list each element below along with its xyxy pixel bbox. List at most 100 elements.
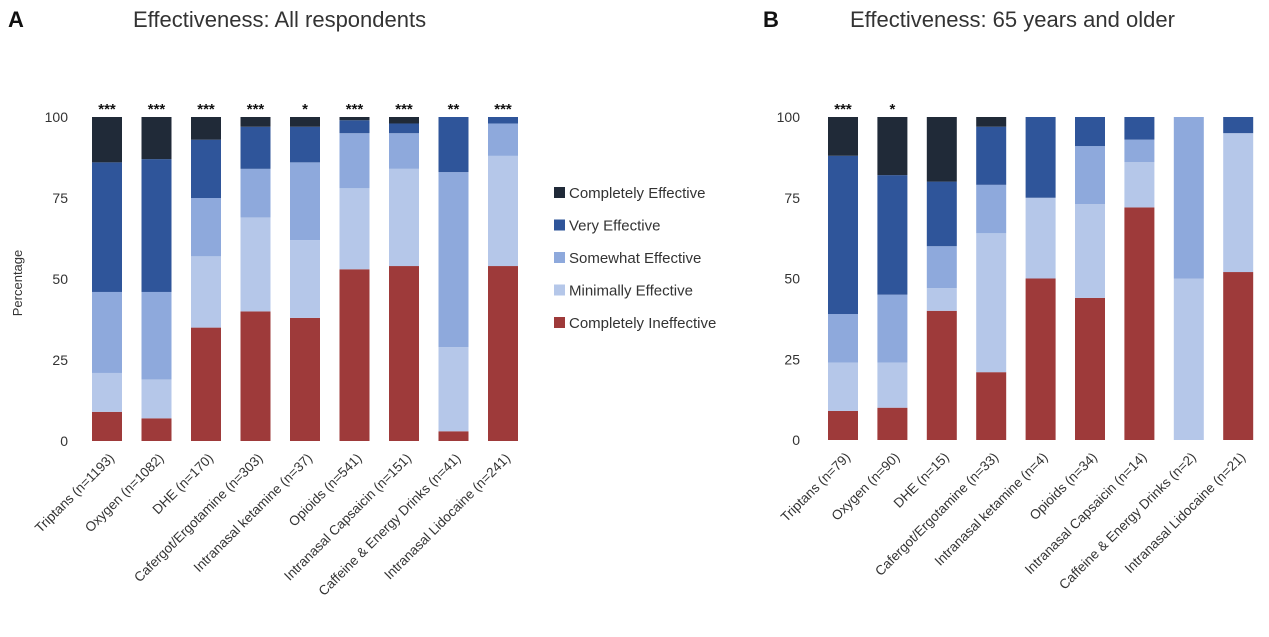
stacked-bar	[926, 117, 957, 440]
bar-segment	[191, 256, 221, 328]
bar-segment	[290, 317, 320, 441]
bar-segment	[339, 269, 370, 441]
bar-segment	[438, 117, 469, 173]
legend-label: Minimally Effective	[569, 283, 693, 300]
bar-segment	[488, 155, 518, 267]
bar-segment	[1173, 278, 1204, 440]
y-tick-label: 50	[784, 271, 800, 287]
bar-segment	[926, 310, 957, 440]
bar-segment	[438, 172, 469, 348]
legend-label: Very Effective	[569, 218, 660, 235]
legend-swatch	[554, 219, 565, 231]
legend-swatch	[554, 284, 565, 296]
significance-marker: ***	[197, 101, 215, 118]
bar-segment	[389, 266, 419, 441]
significance-marker: ***	[346, 101, 364, 118]
bar-segment	[339, 188, 370, 270]
bar-segment	[240, 217, 271, 312]
bar-segment	[191, 117, 221, 140]
chart-title: Effectiveness: All respondents	[133, 7, 426, 32]
bar-segment	[389, 123, 419, 134]
bar-segment	[438, 431, 469, 441]
bar-segment	[877, 407, 908, 440]
bar-segment	[828, 155, 858, 315]
bar-segment	[1173, 117, 1204, 279]
bar-segment	[389, 133, 419, 169]
bar-segment	[488, 123, 518, 156]
bar-segment	[1223, 133, 1254, 273]
bar-segment	[976, 233, 1007, 373]
bar-segment	[1075, 117, 1105, 147]
bar-segment	[877, 294, 908, 363]
bar-segment	[877, 117, 908, 176]
stacked-bar	[389, 117, 419, 441]
stacked-bar	[1223, 117, 1254, 440]
bar-segment	[191, 198, 221, 257]
bar-segment	[1124, 162, 1155, 208]
bar-segment	[191, 139, 221, 198]
bar-segment	[290, 162, 320, 241]
bar-segment	[339, 117, 370, 121]
significance-marker: ***	[494, 101, 512, 118]
bar-segment	[141, 418, 172, 441]
bar-segment	[92, 372, 122, 412]
significance-marker: **	[448, 101, 460, 118]
bar-segment	[240, 126, 271, 169]
bar-segment	[240, 311, 271, 441]
stacked-bar	[240, 117, 271, 441]
bar-segment	[240, 168, 271, 218]
legend-swatch	[554, 317, 565, 328]
bar-segment	[389, 117, 419, 124]
y-tick-label: 75	[52, 190, 68, 206]
bar-segment	[1223, 272, 1254, 440]
significance-marker: *	[889, 101, 895, 118]
bar-segment	[438, 347, 469, 432]
y-axis-label: Percentage	[10, 250, 25, 317]
y-tick-label: 25	[784, 351, 800, 367]
bar-segment	[926, 117, 957, 182]
significance-marker: ***	[834, 101, 852, 118]
bar-segment	[290, 117, 320, 127]
bar-segment	[141, 117, 172, 160]
panel-letter: A	[8, 7, 24, 32]
significance-marker: ***	[148, 101, 166, 118]
bar-segment	[389, 168, 419, 267]
y-tick-label: 50	[52, 271, 68, 287]
y-tick-label: 75	[784, 190, 800, 206]
significance-marker: ***	[395, 101, 413, 118]
bar-segment	[1124, 117, 1155, 140]
stacked-bar	[191, 117, 221, 441]
bar-segment	[141, 291, 172, 380]
legend-label: Completely Ineffective	[569, 315, 716, 332]
bar-segment	[926, 246, 957, 289]
bar-segment	[488, 117, 518, 124]
bar-segment	[92, 411, 122, 441]
stacked-bar	[92, 117, 122, 441]
bar-segment	[488, 266, 518, 441]
bar-segment	[141, 379, 172, 419]
bar-segment	[1075, 146, 1105, 205]
bar-segment	[339, 120, 370, 134]
y-tick-label: 25	[52, 352, 68, 368]
bar-segment	[976, 126, 1007, 185]
bar-segment	[828, 314, 858, 363]
stacked-bar	[1124, 117, 1155, 440]
panel-a-chart: A Effectiveness: All respondents 0 25 50 75 10…	[8, 7, 518, 599]
bar-segment	[828, 410, 858, 440]
bar-segment	[926, 288, 957, 311]
bar-segment	[92, 162, 122, 292]
bar-segment	[1075, 204, 1105, 298]
panel-b-chart: B Effectiveness: 65 years and older 0 25 50 7…	[763, 7, 1254, 592]
stacked-bar	[877, 117, 908, 440]
stacked-bar	[339, 117, 370, 441]
stacked-bar	[1025, 117, 1056, 440]
bar-segment	[877, 175, 908, 295]
bar-segment	[976, 184, 1007, 234]
bar-segment	[240, 117, 271, 127]
bar-segment	[1025, 278, 1056, 440]
bar-segment	[926, 181, 957, 247]
y-tick-label: 100	[777, 109, 801, 125]
y-tick-label: 0	[60, 433, 68, 449]
stacked-bar	[976, 117, 1007, 440]
